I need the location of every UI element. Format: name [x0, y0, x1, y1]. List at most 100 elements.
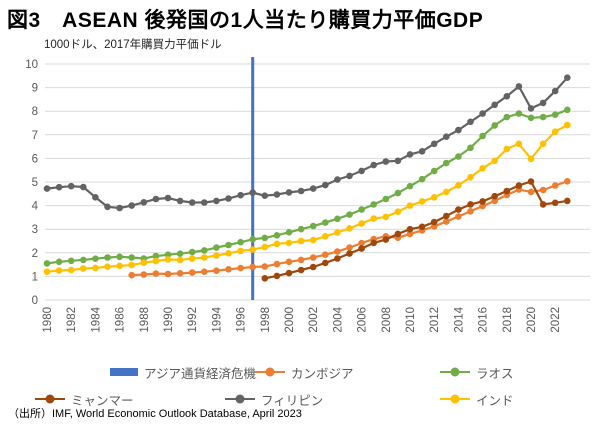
data-point	[406, 182, 414, 190]
y-tick-label: 4	[32, 201, 39, 213]
data-point	[539, 99, 547, 107]
data-point	[140, 259, 148, 267]
legend-item-laos: ラオス	[440, 363, 514, 381]
data-point	[418, 175, 426, 183]
data-point	[285, 229, 293, 236]
data-point	[382, 158, 390, 165]
data-point	[443, 159, 450, 167]
line-chart: 0 1 2 3 4 5 6 7 8 9 10 1980 1982 1984 1986 1988 1990 1992…	[25, 57, 590, 333]
data-point	[467, 174, 474, 181]
india-marker	[440, 394, 470, 404]
data-point	[491, 192, 499, 200]
data-point	[322, 233, 329, 240]
data-point	[370, 201, 378, 208]
data-point	[527, 178, 535, 185]
data-point	[334, 176, 341, 183]
data-point	[551, 87, 559, 95]
data-point	[213, 244, 220, 251]
data-point	[455, 206, 462, 213]
legend-item-myanmar: ミャンマー	[35, 390, 134, 408]
data-point	[406, 225, 414, 233]
data-point	[467, 208, 474, 215]
data-point	[564, 178, 571, 185]
x-tick-label: 2004	[332, 306, 344, 332]
x-tick-label: 1982	[66, 307, 78, 333]
data-point	[551, 199, 559, 207]
x-tick-label: 2000	[284, 307, 296, 333]
data-point	[237, 247, 244, 255]
data-point	[249, 189, 256, 196]
x-tick-label: 1980	[42, 307, 54, 333]
x-tick-label: 2012	[429, 307, 441, 333]
data-point	[455, 213, 462, 220]
data-point	[80, 256, 87, 264]
data-point	[370, 161, 378, 169]
cambodia-marker	[255, 367, 285, 377]
data-point	[67, 266, 75, 274]
x-tick-label: 1988	[139, 307, 151, 333]
x-tick-label: 2006	[357, 307, 369, 333]
y-tick-label: 8	[32, 106, 38, 118]
y-tick-label: 3	[32, 224, 38, 236]
data-point	[164, 194, 172, 202]
data-point	[527, 188, 535, 196]
y-tick-label: 10	[25, 59, 38, 71]
source-note: （出所）IMF, World Economic Outlook Database…	[8, 408, 302, 420]
data-point	[539, 113, 547, 121]
data-point	[334, 229, 341, 236]
data-point	[430, 194, 438, 201]
data-point	[55, 267, 63, 274]
data-point	[346, 211, 353, 218]
y-tick-label: 7	[32, 130, 38, 142]
data-point	[285, 189, 293, 196]
data-point	[249, 263, 256, 271]
laos-marker	[440, 367, 470, 377]
data-point	[467, 118, 474, 126]
data-point	[430, 167, 438, 175]
data-point	[358, 167, 365, 175]
data-point	[67, 182, 75, 190]
data-point	[527, 114, 535, 122]
x-tick-label: 1994	[211, 306, 223, 332]
data-point	[152, 270, 160, 277]
data-point	[92, 194, 99, 201]
data-point	[297, 266, 305, 274]
chart-title: 図3 ASEAN 後発国の1人当たり購買力平価GDP	[7, 9, 484, 32]
series-line-フィリピン	[46, 76, 569, 210]
data-point	[176, 197, 184, 205]
data-point	[225, 241, 232, 249]
y-tick-label: 9	[32, 83, 38, 95]
data-point	[273, 232, 281, 239]
data-point	[564, 121, 571, 129]
data-point	[418, 223, 426, 231]
y-tick-label: 2	[32, 248, 38, 260]
crisis-line-swatch	[110, 368, 138, 376]
data-point	[104, 203, 111, 211]
data-point	[455, 153, 462, 160]
data-point	[92, 255, 99, 262]
data-point	[176, 270, 184, 277]
data-point	[104, 263, 111, 271]
x-tick-label: 2016	[478, 307, 490, 333]
data-point	[164, 251, 172, 258]
data-point	[43, 268, 51, 276]
data-point	[394, 189, 402, 197]
data-point	[455, 182, 462, 189]
data-point	[188, 269, 196, 276]
data-point	[140, 199, 148, 206]
data-point	[128, 254, 135, 261]
data-point	[334, 255, 341, 262]
data-point	[116, 204, 123, 212]
data-point	[443, 212, 450, 220]
y-tick-label: 6	[32, 153, 38, 165]
data-point	[382, 213, 390, 221]
data-point	[297, 256, 305, 264]
data-point	[152, 252, 160, 260]
data-point	[237, 191, 244, 199]
data-point	[443, 133, 450, 140]
data-point	[418, 198, 426, 205]
data-point	[188, 248, 196, 256]
philippines-marker	[225, 394, 255, 404]
data-point	[479, 165, 486, 172]
data-point	[164, 270, 172, 278]
